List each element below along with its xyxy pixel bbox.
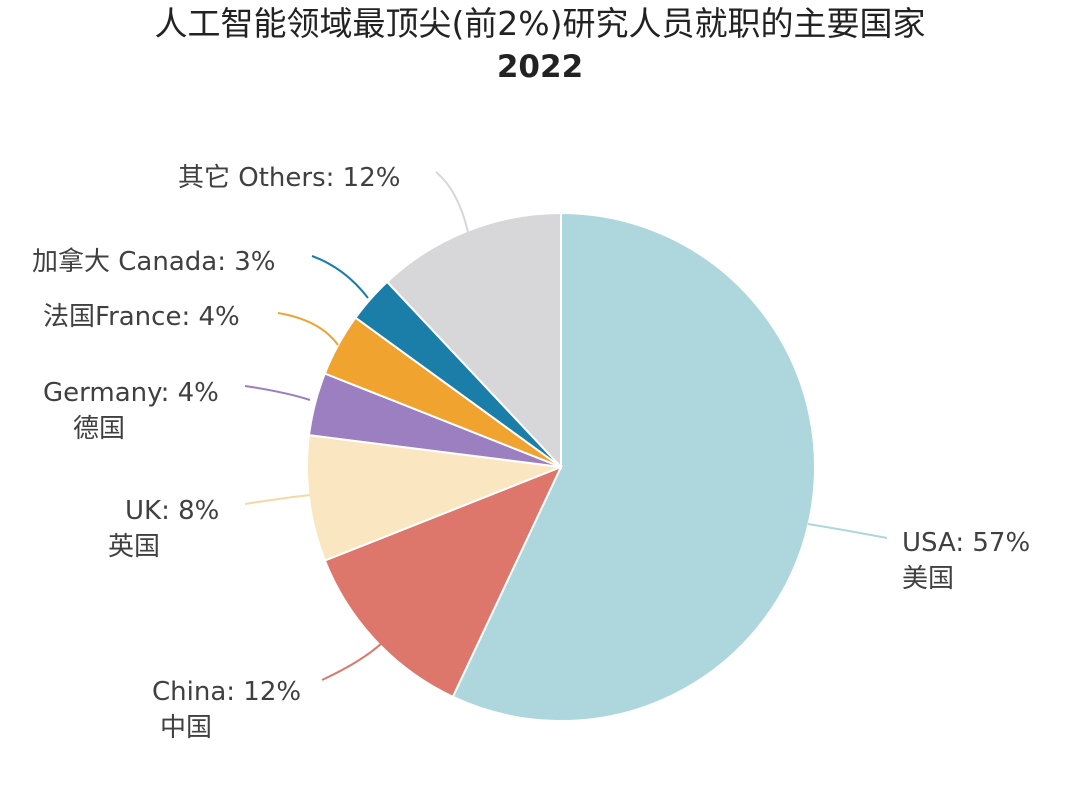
leader-line — [244, 494, 311, 505]
slice-label: 其它 Others: 12% — [178, 163, 400, 193]
leader-line — [244, 385, 311, 401]
slice-label: 加拿大 Canada: 3% — [32, 247, 275, 277]
slice-label-cn: 英国 — [108, 532, 160, 562]
leader-line — [311, 255, 369, 299]
slice-label: USA: 57% — [902, 528, 1030, 558]
pie-slice — [451, 211, 816, 722]
slice-label-cn: 美国 — [902, 564, 954, 594]
leader-line — [435, 171, 469, 233]
pie-slice — [306, 434, 562, 562]
chart-subtitle: 2022 — [496, 49, 584, 85]
leader-line — [277, 312, 339, 346]
slice-label: Germany: 4% — [43, 378, 219, 408]
slice-label: China: 12% — [152, 677, 301, 707]
slice-label: UK: 8% — [125, 496, 219, 526]
leader-line — [321, 639, 386, 681]
slice-label-cn: 德国 — [73, 414, 125, 444]
pie-slice — [323, 465, 563, 699]
slice-label-cn: 中国 — [160, 713, 212, 743]
chart-title: 人工智能领域最顶尖(前2%)研究人员就职的主要国家 — [154, 4, 926, 43]
chart-title-block: 人工智能领域最顶尖(前2%)研究人员就职的主要国家 2022 — [0, 2, 1080, 88]
leader-line — [807, 523, 888, 539]
slice-label: 法国France: 4% — [43, 302, 240, 332]
